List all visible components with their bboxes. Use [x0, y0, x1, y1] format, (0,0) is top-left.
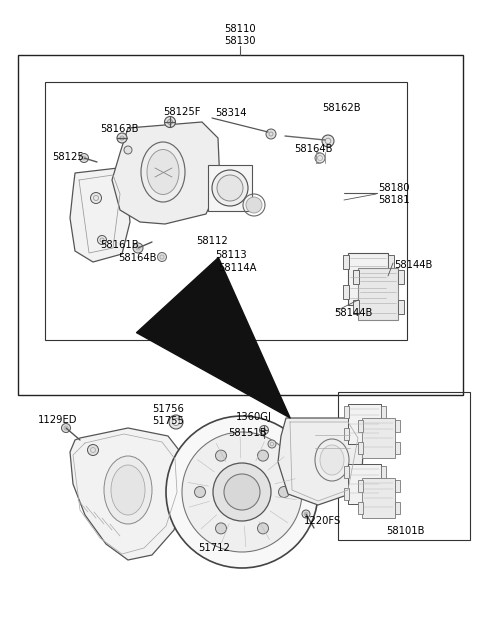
Text: 58110: 58110 — [224, 24, 256, 34]
Circle shape — [260, 426, 268, 435]
Circle shape — [172, 419, 180, 426]
Circle shape — [322, 135, 334, 147]
Circle shape — [157, 252, 167, 261]
Circle shape — [169, 415, 183, 429]
Bar — [358, 442, 363, 454]
Text: 51712: 51712 — [198, 543, 230, 553]
Ellipse shape — [147, 150, 179, 195]
Text: 58125F: 58125F — [163, 107, 201, 117]
Circle shape — [182, 432, 302, 552]
Circle shape — [87, 444, 98, 456]
Bar — [348, 404, 381, 444]
Bar — [362, 418, 395, 458]
Bar — [18, 55, 463, 395]
Text: 58144B: 58144B — [334, 308, 372, 318]
Circle shape — [278, 487, 289, 498]
Circle shape — [216, 450, 227, 461]
Text: 58125: 58125 — [52, 152, 84, 162]
Bar — [398, 270, 404, 284]
Ellipse shape — [217, 175, 243, 201]
Text: 58130: 58130 — [224, 36, 256, 46]
Text: 58113: 58113 — [215, 250, 247, 260]
Circle shape — [268, 440, 276, 448]
Text: 58144B: 58144B — [394, 260, 432, 270]
Text: 58151B: 58151B — [228, 428, 266, 438]
Circle shape — [257, 450, 268, 461]
Circle shape — [257, 523, 268, 534]
Circle shape — [91, 193, 101, 204]
Text: 1360GJ: 1360GJ — [236, 412, 272, 422]
Text: 58101B: 58101B — [386, 526, 424, 536]
Bar — [395, 420, 400, 432]
Circle shape — [194, 487, 205, 498]
Bar — [381, 466, 386, 478]
Text: 58163B: 58163B — [100, 124, 139, 134]
Circle shape — [216, 523, 227, 534]
Ellipse shape — [320, 445, 344, 475]
Bar — [388, 285, 394, 299]
Circle shape — [266, 129, 276, 139]
Bar — [353, 300, 359, 314]
Polygon shape — [278, 418, 364, 505]
Bar — [344, 428, 349, 440]
Bar — [381, 406, 386, 418]
Text: 58164B: 58164B — [118, 253, 156, 263]
Circle shape — [166, 416, 318, 568]
Bar — [395, 442, 400, 454]
Bar — [353, 270, 359, 284]
Polygon shape — [70, 168, 130, 262]
Bar — [381, 488, 386, 500]
Bar — [362, 478, 395, 518]
Bar — [348, 464, 381, 504]
Circle shape — [224, 474, 260, 510]
Bar — [358, 502, 363, 514]
Ellipse shape — [212, 170, 248, 206]
Ellipse shape — [111, 465, 145, 515]
Circle shape — [165, 116, 176, 128]
Bar — [358, 480, 363, 492]
Circle shape — [124, 146, 132, 154]
Text: 1129ED: 1129ED — [38, 415, 77, 425]
Circle shape — [80, 153, 88, 162]
Text: 58181: 58181 — [378, 195, 409, 205]
Circle shape — [97, 236, 107, 245]
Bar — [344, 406, 349, 418]
Text: 58164B: 58164B — [294, 144, 333, 154]
Text: 51756: 51756 — [152, 404, 184, 414]
Bar — [348, 253, 388, 305]
Bar — [381, 428, 386, 440]
Ellipse shape — [104, 456, 152, 524]
Bar — [344, 488, 349, 500]
Circle shape — [302, 510, 310, 518]
Text: 51755: 51755 — [152, 416, 184, 426]
Polygon shape — [70, 428, 184, 560]
Text: 58162B: 58162B — [322, 103, 360, 113]
Circle shape — [315, 153, 325, 163]
Text: 58114A: 58114A — [218, 263, 256, 273]
Bar — [358, 268, 398, 320]
Polygon shape — [112, 122, 220, 224]
Circle shape — [117, 133, 127, 143]
Circle shape — [246, 197, 262, 213]
Circle shape — [133, 243, 143, 253]
Bar — [395, 502, 400, 514]
Bar — [343, 255, 349, 269]
Text: 58112: 58112 — [196, 236, 228, 246]
Bar — [208, 165, 252, 211]
Text: 1220FS: 1220FS — [304, 516, 341, 526]
Bar — [395, 480, 400, 492]
Text: 58314: 58314 — [215, 108, 247, 118]
Bar — [338, 392, 470, 540]
Bar — [45, 82, 407, 340]
Bar — [358, 420, 363, 432]
Bar — [344, 466, 349, 478]
Circle shape — [61, 424, 71, 433]
Circle shape — [213, 463, 271, 521]
Text: 58161B: 58161B — [100, 240, 139, 250]
Bar — [388, 255, 394, 269]
Bar — [343, 285, 349, 299]
Bar — [398, 300, 404, 314]
Text: 58180: 58180 — [378, 183, 409, 193]
